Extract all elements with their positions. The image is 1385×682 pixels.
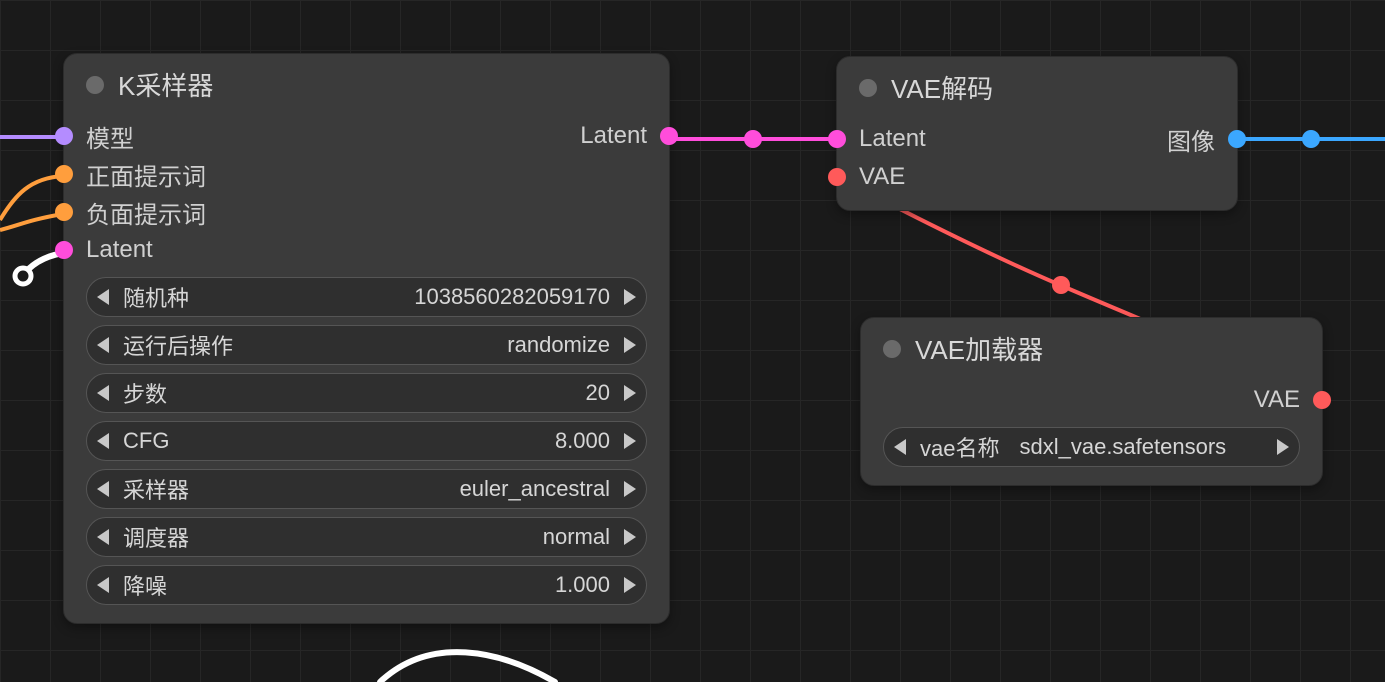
param-sampler[interactable]: 采样器 euler_ancestral bbox=[86, 469, 647, 509]
port-latent-label: Latent bbox=[859, 125, 926, 153]
param-cfg-label: CFG bbox=[123, 428, 169, 454]
chevron-right-icon[interactable] bbox=[624, 529, 636, 545]
wire-latent-in-knob bbox=[15, 268, 31, 284]
node-ksampler-header[interactable]: K采样器 bbox=[64, 54, 669, 117]
chevron-right-icon[interactable] bbox=[624, 433, 636, 449]
wire-positive bbox=[0, 176, 63, 220]
param-denoise-value[interactable]: 1.000 bbox=[167, 572, 610, 598]
port-positive-label: 正面提示词 bbox=[86, 157, 206, 192]
param-steps-value[interactable]: 20 bbox=[167, 380, 610, 406]
node-vae-loader-title: VAE加载器 bbox=[915, 330, 1043, 367]
chevron-left-icon[interactable] bbox=[894, 439, 906, 455]
port-image-label: 图像 bbox=[1167, 122, 1215, 157]
socket-model-in[interactable] bbox=[55, 127, 73, 145]
param-after-run-value[interactable]: randomize bbox=[233, 332, 610, 358]
status-dot-icon bbox=[883, 340, 901, 358]
chevron-left-icon[interactable] bbox=[97, 481, 109, 497]
node-vae-decode[interactable]: VAE解码 Latent 图像 VAE bbox=[836, 56, 1238, 211]
param-cfg[interactable]: CFG 8.000 bbox=[86, 421, 647, 461]
node-ksampler-title: K采样器 bbox=[118, 66, 213, 103]
socket-latent-in[interactable] bbox=[828, 130, 846, 148]
wire-negative bbox=[0, 214, 63, 230]
port-row: 正面提示词 bbox=[86, 155, 647, 193]
node-vae-decode-header[interactable]: VAE解码 bbox=[837, 57, 1237, 120]
param-vae-name-label: vae名称 bbox=[920, 431, 999, 463]
port-model-label: 模型 bbox=[86, 119, 134, 154]
param-scheduler-label: 调度器 bbox=[123, 521, 189, 553]
port-latent-out-label: Latent bbox=[580, 122, 647, 150]
param-after-run[interactable]: 运行后操作 randomize bbox=[86, 325, 647, 365]
param-vae-name[interactable]: vae名称 sdxl_vae.safetensors bbox=[883, 427, 1300, 467]
chevron-right-icon[interactable] bbox=[1277, 439, 1289, 455]
chevron-left-icon[interactable] bbox=[97, 337, 109, 353]
wire-latent-in bbox=[21, 253, 63, 278]
chevron-right-icon[interactable] bbox=[624, 337, 636, 353]
socket-negative-in[interactable] bbox=[55, 203, 73, 221]
param-scheduler-value[interactable]: normal bbox=[189, 524, 610, 550]
port-vae-label: VAE bbox=[859, 163, 905, 191]
param-sampler-value[interactable]: euler_ancestral bbox=[189, 476, 610, 502]
wire-stray-bottom bbox=[380, 652, 555, 682]
port-row: VAE bbox=[859, 158, 1215, 196]
param-steps[interactable]: 步数 20 bbox=[86, 373, 647, 413]
param-vae-name-value[interactable]: sdxl_vae.safetensors bbox=[1019, 434, 1263, 460]
chevron-right-icon[interactable] bbox=[624, 481, 636, 497]
param-cfg-value[interactable]: 8.000 bbox=[169, 428, 610, 454]
node-vae-loader[interactable]: VAE加载器 VAE vae名称 sdxl_vae.safetensors bbox=[860, 317, 1323, 486]
port-row: Latent bbox=[86, 231, 647, 269]
status-dot-icon bbox=[86, 76, 104, 94]
port-latent-in-label: Latent bbox=[86, 236, 153, 264]
chevron-left-icon[interactable] bbox=[97, 577, 109, 593]
wire-latent-out-dot bbox=[744, 130, 762, 148]
param-after-run-label: 运行后操作 bbox=[123, 329, 233, 361]
param-seed-label: 随机种 bbox=[123, 281, 189, 313]
port-row: 模型 Latent bbox=[86, 117, 647, 155]
socket-image-out[interactable] bbox=[1228, 130, 1246, 148]
port-row: Latent 图像 bbox=[859, 120, 1215, 158]
param-scheduler[interactable]: 调度器 normal bbox=[86, 517, 647, 557]
node-vae-decode-title: VAE解码 bbox=[891, 69, 993, 106]
socket-positive-in[interactable] bbox=[55, 165, 73, 183]
chevron-left-icon[interactable] bbox=[97, 529, 109, 545]
port-row: 负面提示词 bbox=[86, 193, 647, 231]
port-vae-out-label: VAE bbox=[1254, 386, 1300, 414]
chevron-right-icon[interactable] bbox=[624, 577, 636, 593]
param-steps-label: 步数 bbox=[123, 377, 167, 409]
socket-latent-out[interactable] bbox=[660, 127, 678, 145]
socket-vae-out[interactable] bbox=[1313, 391, 1331, 409]
param-seed-value[interactable]: 1038560282059170 bbox=[189, 284, 610, 310]
status-dot-icon bbox=[859, 79, 877, 97]
chevron-left-icon[interactable] bbox=[97, 433, 109, 449]
param-denoise-label: 降噪 bbox=[123, 569, 167, 601]
socket-vae-in[interactable] bbox=[828, 168, 846, 186]
port-negative-label: 负面提示词 bbox=[86, 195, 206, 230]
wire-vae-dot bbox=[1052, 276, 1070, 294]
param-denoise[interactable]: 降噪 1.000 bbox=[86, 565, 647, 605]
wire-image-out-dot bbox=[1302, 130, 1320, 148]
chevron-left-icon[interactable] bbox=[97, 289, 109, 305]
chevron-right-icon[interactable] bbox=[624, 385, 636, 401]
port-row: VAE bbox=[883, 381, 1300, 419]
node-ksampler[interactable]: K采样器 模型 Latent 正面提示词 负面提示词 Latent 随机种 10… bbox=[63, 53, 670, 624]
param-sampler-label: 采样器 bbox=[123, 473, 189, 505]
param-seed[interactable]: 随机种 1038560282059170 bbox=[86, 277, 647, 317]
node-vae-loader-header[interactable]: VAE加载器 bbox=[861, 318, 1322, 381]
chevron-right-icon[interactable] bbox=[624, 289, 636, 305]
chevron-left-icon[interactable] bbox=[97, 385, 109, 401]
socket-latent-in[interactable] bbox=[55, 241, 73, 259]
